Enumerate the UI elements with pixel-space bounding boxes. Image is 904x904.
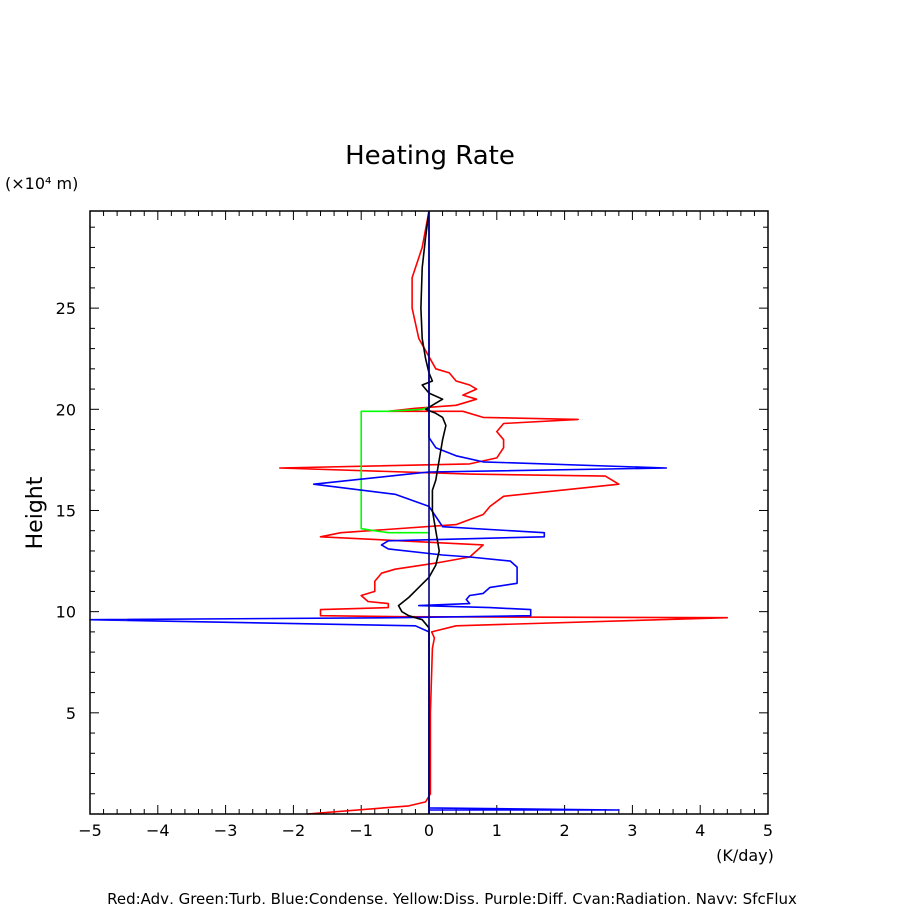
y-tick-label: 5 xyxy=(66,704,76,723)
x-tick-label: −5 xyxy=(78,821,102,840)
series-line-sum xyxy=(397,210,447,814)
series-line-condense xyxy=(89,211,668,814)
x-tick-label: 2 xyxy=(560,821,570,840)
footer-legend: Red:Adv, Green:Turb, Blue:Condense, Yell… xyxy=(107,890,797,904)
series-line-adv xyxy=(278,210,729,815)
x-tick-label: 0 xyxy=(424,821,434,840)
x-tick-label: 5 xyxy=(763,821,773,840)
x-tick-label: −1 xyxy=(349,821,373,840)
y-tick-label: 10 xyxy=(56,603,76,622)
y-axis-label: Height xyxy=(23,476,48,549)
plot-frame xyxy=(89,210,769,815)
x-tick-label: 4 xyxy=(695,821,705,840)
y-tick-label: 25 xyxy=(56,299,76,318)
chart-title: Heating Rate xyxy=(345,141,515,171)
x-tick-label: −2 xyxy=(282,821,306,840)
x-tick-label: 3 xyxy=(627,821,637,840)
x-tick-label: −3 xyxy=(214,821,238,840)
x-unit-label: (K/day) xyxy=(716,846,774,865)
x-tick-label: −4 xyxy=(146,821,170,840)
series-layer xyxy=(89,210,729,815)
series-line-turb xyxy=(360,406,430,534)
y-unit-label: (×10⁴ m) xyxy=(5,174,78,193)
x-tick-label: 1 xyxy=(492,821,502,840)
axis-ticks: −5 −4 −3 −2 −1 0 1 2 3 4 5 5 10 15 20 25 xyxy=(56,211,773,840)
y-tick-label: 20 xyxy=(56,400,76,419)
y-tick-label: 15 xyxy=(56,501,76,520)
